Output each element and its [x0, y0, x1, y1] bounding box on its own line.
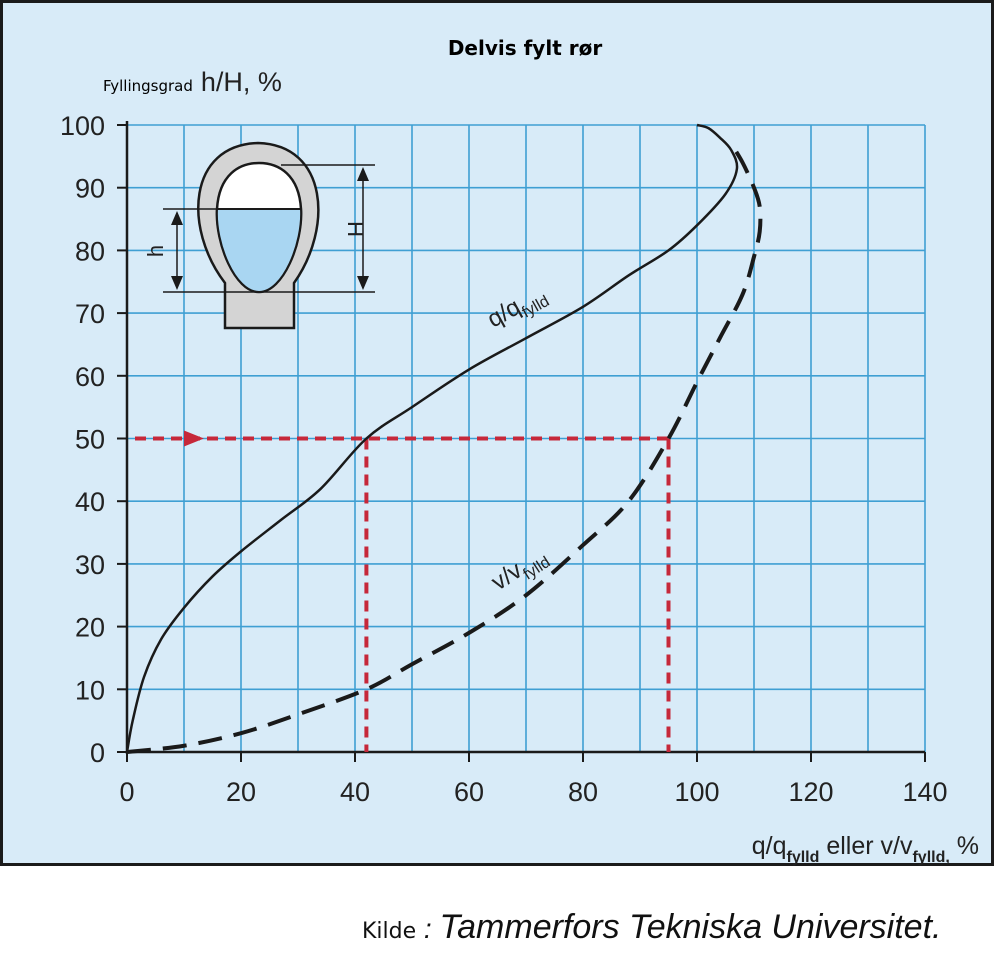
x-axis-title-sub2: fylld,	[912, 849, 949, 866]
x-axis-title-part2: eller v/v	[819, 832, 913, 860]
y-tick-label: 10	[75, 675, 105, 705]
y-tick-label: 100	[60, 111, 105, 141]
H-arrow-down	[357, 276, 369, 290]
chart-title: Delvis fylt rør	[448, 36, 603, 60]
source-credit: Kilde : Tammerfors Tekniska Universitet.	[362, 908, 941, 947]
axis-ticks: 0 20 40 60 80 100 120 140 0 10 20 30 40 50 60 70 80 90 100	[60, 111, 948, 807]
source-separator: :	[416, 913, 440, 944]
x-tick-label: 120	[788, 777, 833, 807]
source-prefix: Kilde	[362, 919, 417, 944]
chart-frame: 0 20 40 60 80 100 120 140 0 10 20 30 40 50 60 70 80 90 100…	[0, 0, 994, 866]
x-axis-title-sub1: fylld	[786, 849, 819, 866]
curves	[125, 123, 763, 754]
grid	[127, 124, 926, 752]
x-axis-title-part1: q/q	[752, 832, 787, 860]
x-tick-label: 20	[226, 777, 256, 807]
y-tick-label: 80	[75, 236, 105, 266]
y-axis-title-main: h/H, %	[201, 67, 282, 97]
y-axis-title: Fyllingsgrad h/H, %	[103, 67, 282, 97]
source-name: Tammerfors Tekniska Universitet.	[439, 908, 942, 946]
h-arrow-down	[171, 276, 183, 290]
chart: 0 20 40 60 80 100 120 140 0 10 20 30 40 50 60 70 80 90 100…	[60, 36, 979, 866]
y-tick-label: 30	[75, 550, 105, 580]
x-tick-label: 60	[454, 777, 484, 807]
x-tick-label: 40	[340, 777, 370, 807]
y-tick-label: 50	[75, 425, 105, 455]
q-curve	[125, 123, 739, 753]
y-tick-label: 20	[75, 613, 105, 643]
x-tick-label: 80	[568, 777, 598, 807]
y-tick-label: 90	[75, 174, 105, 204]
x-tick-label: 0	[119, 777, 134, 807]
reference-lines	[135, 430, 671, 752]
v-curve-label: v/vfylld	[487, 541, 554, 600]
y-tick-label: 0	[90, 738, 105, 768]
reference-arrow-icon	[184, 430, 204, 447]
pipe-label-h: h	[143, 245, 168, 257]
q-curve-label-sub: fylld	[519, 293, 552, 322]
x-axis-title-part3: %	[950, 832, 979, 860]
h-arrow-up	[171, 211, 183, 225]
v-curve	[126, 142, 763, 754]
pipe-label-H: H	[343, 221, 368, 237]
x-tick-label: 140	[902, 777, 947, 807]
y-axis-title-prefix: Fyllingsgrad	[103, 77, 193, 95]
q-curve-label-main: q/q	[483, 293, 525, 333]
H-arrow-up	[357, 167, 369, 181]
pipe-diagram: h H	[143, 141, 375, 330]
y-tick-label: 60	[75, 362, 105, 392]
x-tick-label: 100	[674, 777, 719, 807]
y-tick-label: 40	[75, 487, 105, 517]
x-axis-title: q/qfylld eller v/vfylld, %	[752, 832, 979, 866]
y-tick-label: 70	[75, 299, 105, 329]
v-curve-label-main: v/v	[487, 557, 527, 596]
